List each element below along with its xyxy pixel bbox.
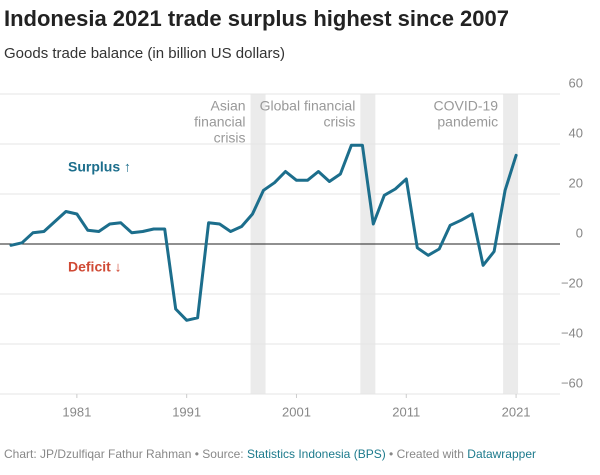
chart-subtitle: Goods trade balance (in billion US dolla… [4, 45, 285, 62]
x-tick-label: 1991 [172, 404, 201, 419]
highlight-label: financial [194, 114, 245, 130]
trade-balance-line [9, 143, 518, 322]
x-tick-label: 1981 [62, 404, 91, 419]
x-tick-label: 2021 [502, 404, 531, 419]
surplus-label: Surplus ↑ [68, 159, 131, 175]
footer: Chart: JP/Dzulfiqar Fathur Rahman • Sour… [4, 447, 536, 461]
y-tick-label: −20 [561, 275, 583, 290]
highlight-label: crisis [323, 114, 355, 130]
datawrapper-link[interactable]: Datawrapper [467, 447, 536, 461]
x-tick-label: 2001 [282, 404, 311, 419]
source-link[interactable]: Statistics Indonesia (BPS) [247, 447, 386, 461]
y-tick-label: 60 [569, 75, 583, 90]
footer-text: • Created with [386, 447, 468, 461]
chart-title: Indonesia 2021 trade surplus highest sin… [4, 6, 509, 31]
highlight-label: COVID-19 [434, 98, 499, 114]
y-tick-label: 20 [569, 175, 583, 190]
y-tick-label: 40 [569, 125, 583, 140]
x-tick-label: 2011 [392, 404, 420, 419]
highlight-label: Global financial [260, 98, 356, 114]
deficit-label: Deficit ↓ [68, 259, 122, 275]
y-tick-label: −40 [561, 325, 583, 340]
footer-text: Chart: JP/Dzulfiqar Fathur Rahman • Sour… [4, 447, 247, 461]
highlight-label: pandemic [437, 114, 498, 130]
highlight-label: crisis [214, 130, 246, 146]
y-tick-label: 0 [576, 225, 583, 240]
y-tick-label: −60 [561, 375, 583, 390]
highlight-label: Asian [211, 98, 246, 114]
